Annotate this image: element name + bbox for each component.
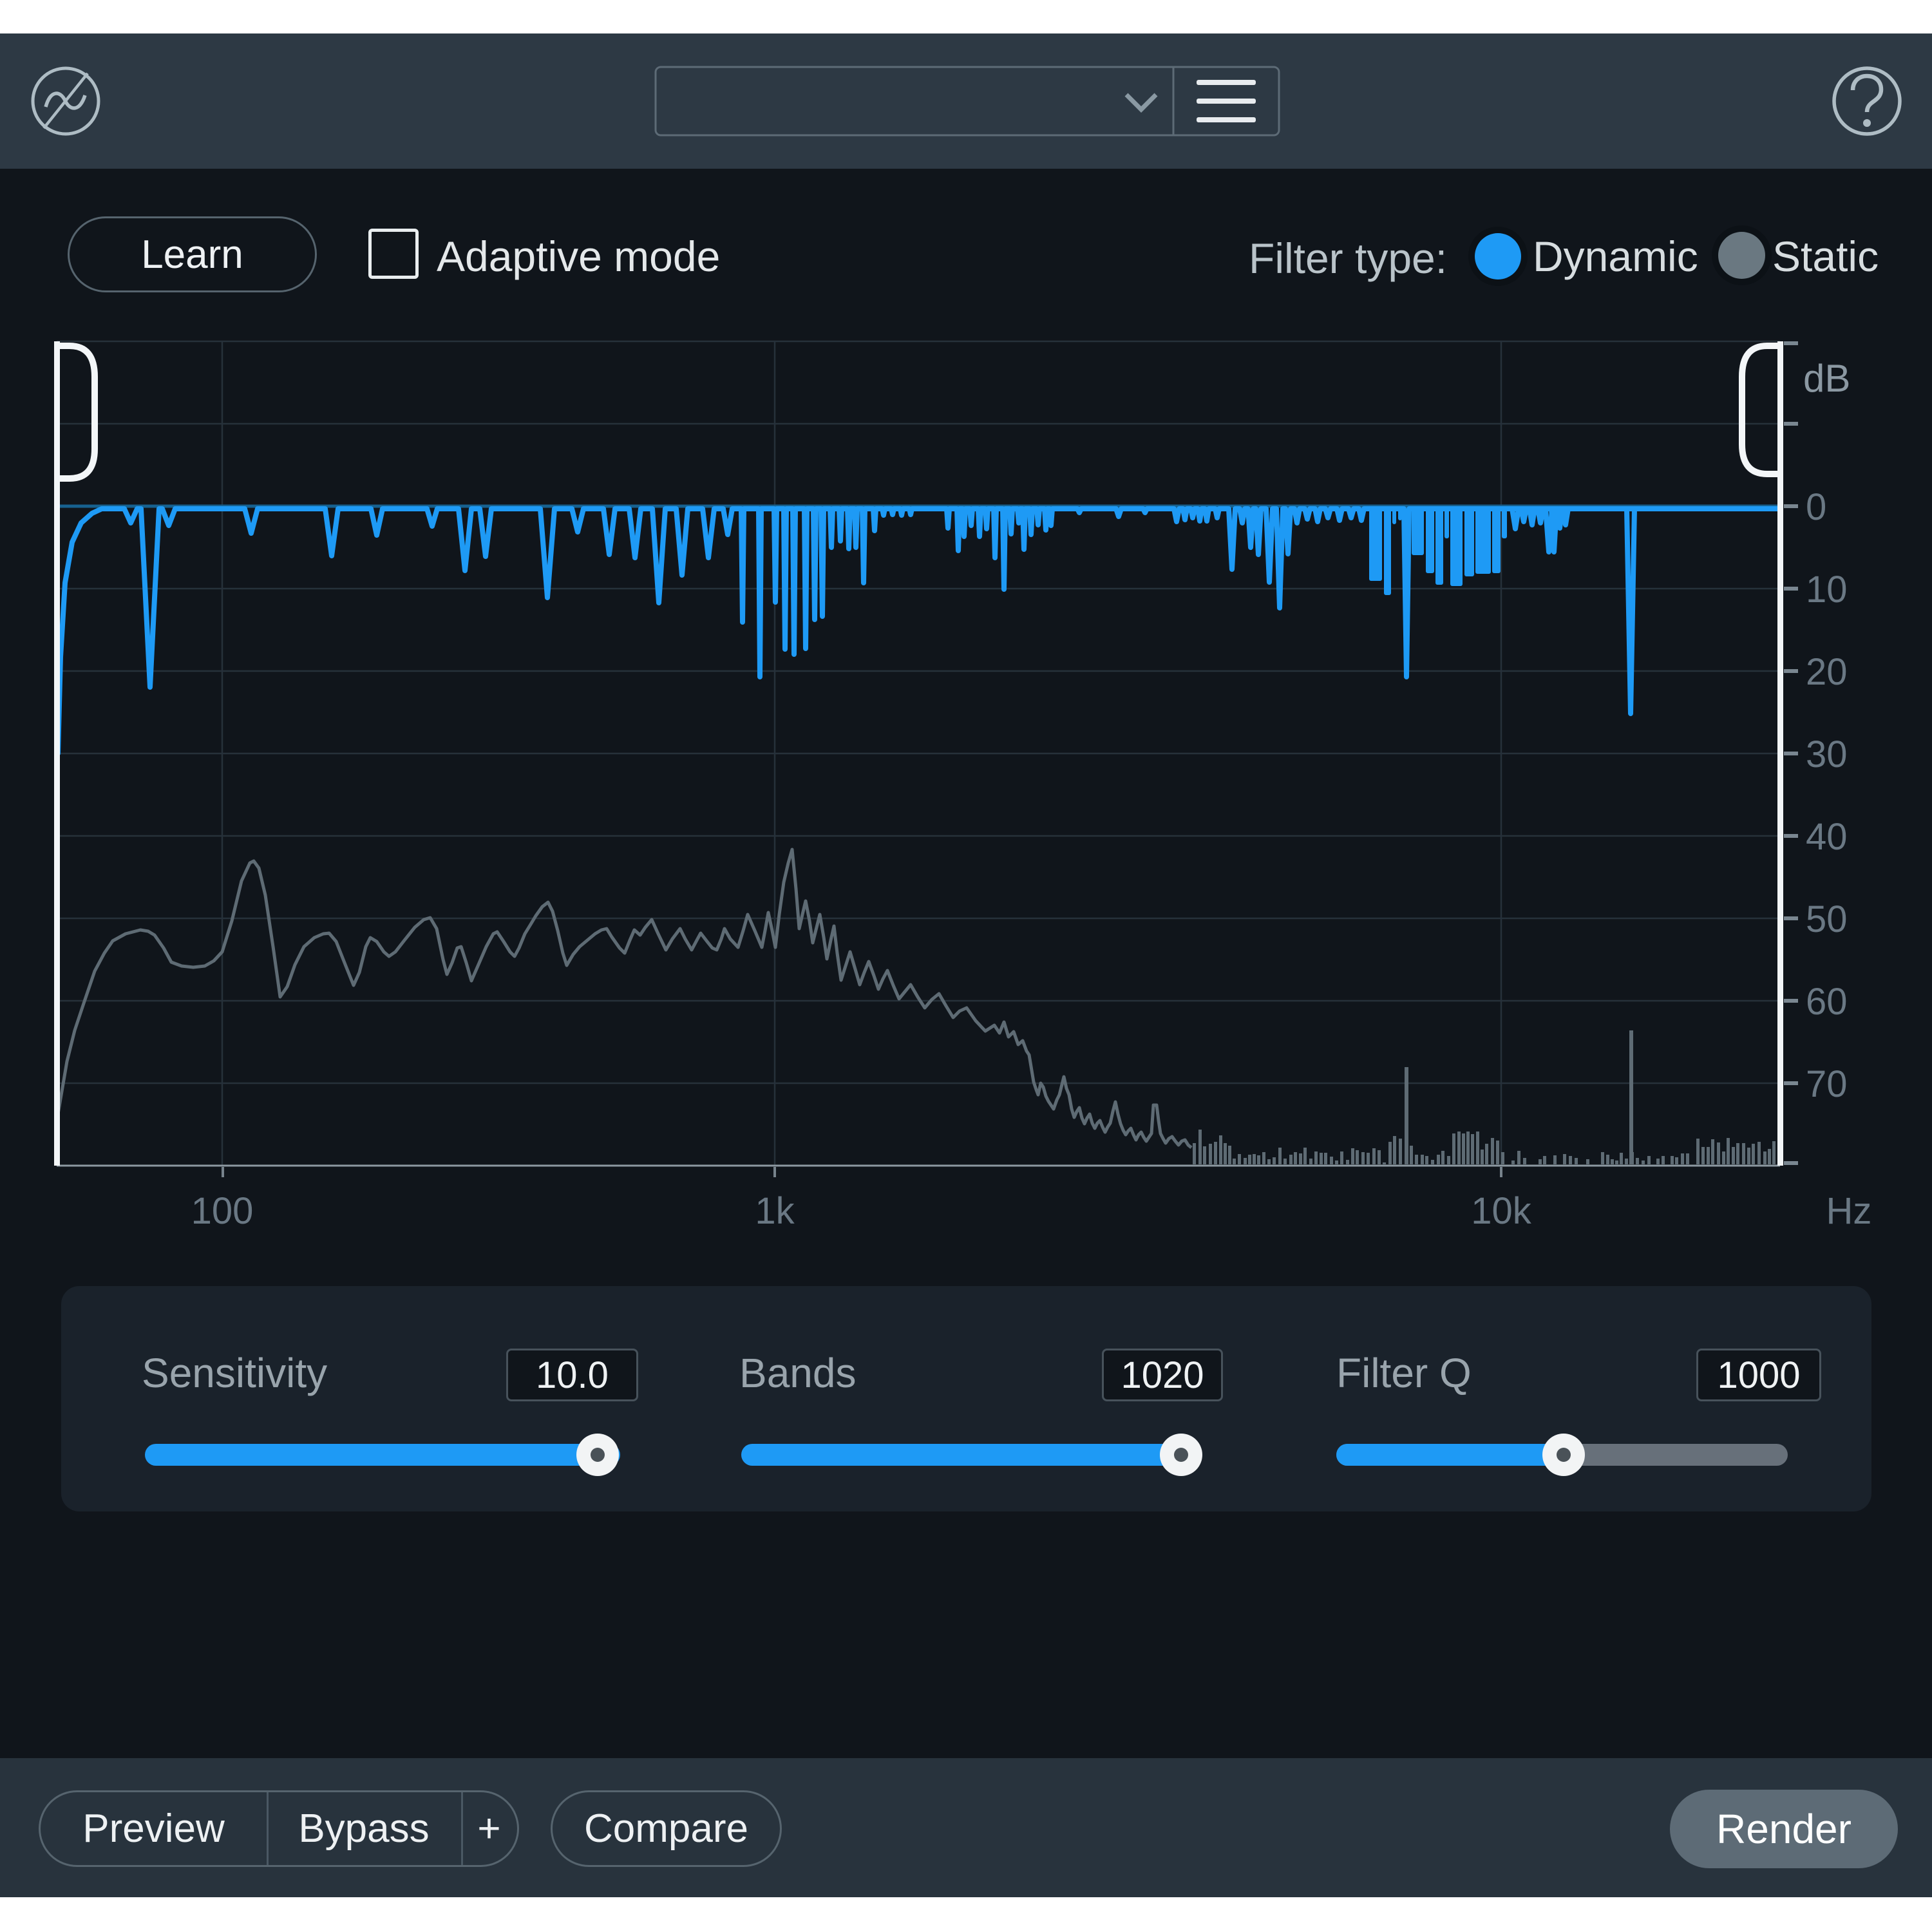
svg-text:20: 20 [1806,651,1848,693]
svg-text:30: 30 [1806,734,1848,775]
svg-text:100: 100 [191,1190,254,1232]
svg-text:dB: dB [1803,357,1850,400]
svg-text:Hz: Hz [1826,1190,1872,1232]
svg-text:10k: 10k [1471,1190,1532,1232]
svg-text:1k: 1k [755,1190,795,1232]
svg-text:70: 70 [1806,1063,1848,1105]
svg-text:60: 60 [1806,981,1848,1023]
svg-text:10: 10 [1806,569,1848,611]
svg-text:50: 50 [1806,898,1848,940]
svg-text:40: 40 [1806,816,1848,858]
svg-text:0: 0 [1806,486,1826,528]
